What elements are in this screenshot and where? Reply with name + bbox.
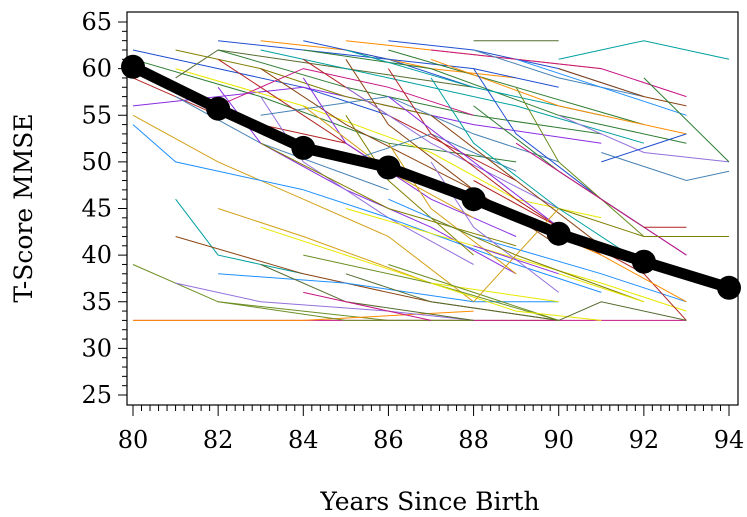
trajectory-line bbox=[260, 226, 559, 303]
x-tick-label: 88 bbox=[458, 426, 489, 454]
trajectory-line bbox=[217, 68, 474, 116]
trajectory-line bbox=[515, 87, 645, 237]
trajectory-line bbox=[218, 301, 474, 321]
trajectory-line bbox=[345, 273, 559, 321]
y-axis: 25 30 35 40 45 50 55 60 65 bbox=[81, 8, 127, 409]
x-tick-label: 84 bbox=[288, 426, 319, 454]
trajectory-line bbox=[388, 96, 560, 228]
mean-trajectory bbox=[121, 54, 741, 300]
trajectory-line bbox=[558, 114, 730, 163]
trajectory-line bbox=[175, 198, 304, 275]
trajectory-line bbox=[303, 189, 602, 293]
trajectory-line bbox=[558, 273, 645, 303]
x-tick-label: 80 bbox=[118, 426, 149, 454]
trajectory-line bbox=[558, 208, 729, 237]
y-tick-label: 25 bbox=[81, 381, 112, 409]
trajectory-line bbox=[303, 291, 432, 321]
trajectory-line bbox=[515, 58, 687, 116]
mean-line bbox=[127, 61, 735, 294]
trajectory-line bbox=[345, 208, 687, 312]
mean-point bbox=[461, 187, 486, 212]
trajectory-line bbox=[175, 49, 474, 88]
y-tick-label: 50 bbox=[81, 148, 112, 176]
trajectory-line bbox=[303, 40, 559, 88]
trajectory-line bbox=[558, 40, 730, 60]
trajectory-line bbox=[175, 282, 474, 321]
y-tick-label: 45 bbox=[81, 195, 112, 223]
x-tick-label: 82 bbox=[203, 426, 234, 454]
x-axis-title: Years Since Birth bbox=[319, 487, 539, 516]
trajectory-line bbox=[473, 49, 645, 98]
trajectory-line bbox=[260, 142, 517, 247]
trajectory-line bbox=[473, 245, 559, 275]
y-tick-label: 65 bbox=[81, 8, 112, 36]
trajectory-line bbox=[601, 133, 687, 163]
trajectory-line bbox=[132, 58, 517, 163]
mean-point bbox=[546, 221, 571, 246]
trajectory-line bbox=[430, 58, 687, 135]
trajectory-line bbox=[132, 49, 389, 116]
mean-point bbox=[121, 54, 145, 79]
x-axis: 80 82 84 86 88 90 92 94 bbox=[118, 405, 745, 454]
y-tick-label: 35 bbox=[81, 288, 112, 316]
trajectory-line bbox=[260, 96, 474, 265]
trajectory-line bbox=[218, 273, 559, 303]
trajectory-line bbox=[388, 264, 559, 321]
trajectory-line bbox=[217, 208, 432, 284]
y-tick-label: 30 bbox=[81, 334, 112, 362]
x-tick-label: 90 bbox=[543, 426, 574, 454]
trajectory-line bbox=[303, 254, 559, 321]
trajectory-line bbox=[345, 115, 474, 256]
y-tick-label: 60 bbox=[81, 55, 112, 83]
y-axis-title: T-Score MMSE bbox=[9, 113, 38, 302]
trajectory-line bbox=[430, 114, 602, 247]
trajectory-line bbox=[643, 77, 730, 163]
trajectory-line bbox=[218, 40, 474, 88]
trajectory-line bbox=[260, 264, 474, 321]
trajectory-line bbox=[430, 49, 687, 98]
trajectory-line bbox=[473, 208, 560, 303]
mean-point bbox=[631, 249, 656, 274]
trajectory-line bbox=[345, 86, 559, 209]
mean-point bbox=[291, 135, 316, 160]
y-tick-label: 40 bbox=[81, 241, 112, 269]
trajectory-line bbox=[260, 96, 559, 163]
trajectory-line bbox=[260, 68, 474, 191]
trajectory-line bbox=[387, 142, 517, 275]
trajectory-line bbox=[558, 68, 687, 107]
x-tick-label: 94 bbox=[714, 426, 745, 454]
trajectory-line bbox=[558, 301, 687, 321]
trajectory-line bbox=[132, 124, 304, 191]
trajectory-line bbox=[515, 142, 687, 256]
trajectory-line bbox=[260, 49, 645, 144]
trajectory-line bbox=[601, 152, 730, 182]
mean-point bbox=[376, 155, 401, 180]
mean-point bbox=[717, 275, 741, 300]
mean-point bbox=[206, 96, 231, 121]
trajectory-line bbox=[430, 77, 645, 265]
trajectory-line bbox=[175, 68, 602, 219]
trajectory-line bbox=[430, 282, 602, 321]
x-tick-label: 92 bbox=[629, 426, 660, 454]
x-tick-label: 86 bbox=[373, 426, 404, 454]
y-tick-label: 55 bbox=[81, 101, 112, 129]
trajectory-line bbox=[132, 114, 474, 303]
